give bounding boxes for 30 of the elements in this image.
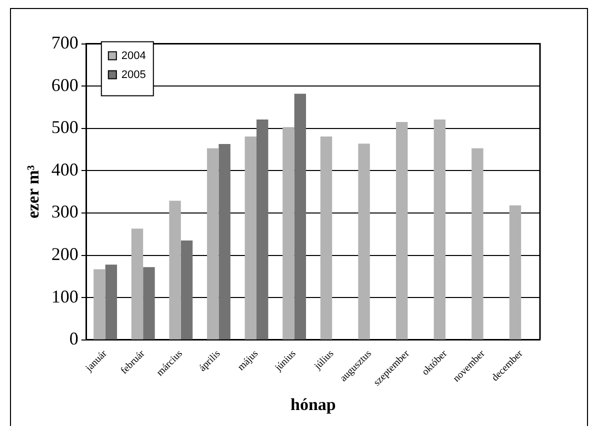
- y-tick-label: 600: [51, 74, 78, 95]
- legend-label: 2004: [121, 50, 146, 62]
- bar: [434, 120, 446, 340]
- bar: [244, 136, 256, 340]
- bar: [509, 205, 522, 340]
- x-axis-title: hónap: [290, 395, 336, 414]
- y-tick-label: 700: [51, 32, 78, 53]
- bar: [282, 127, 294, 340]
- bar: [358, 144, 370, 340]
- y-tick-label: 300: [51, 202, 78, 222]
- y-tick-label: 200: [51, 244, 78, 264]
- bar: [472, 148, 484, 340]
- y-tick-label: 100: [51, 286, 78, 306]
- bar: [294, 94, 306, 340]
- y-tick-label: 0: [69, 328, 78, 349]
- bar: [180, 240, 193, 340]
- bar: [396, 122, 408, 340]
- bar: [256, 120, 268, 340]
- y-tick-label: 500: [51, 117, 78, 138]
- bar: [169, 200, 181, 340]
- y-tick-label: 400: [51, 159, 78, 180]
- bar: [206, 148, 219, 340]
- bar: [320, 136, 332, 340]
- y-axis-title: ezer m³: [24, 165, 43, 219]
- bar: [94, 269, 106, 340]
- bar: [143, 267, 155, 340]
- bar: [105, 264, 118, 340]
- bar: [218, 144, 230, 340]
- bar: [131, 228, 144, 340]
- legend-label: 2005: [121, 68, 146, 81]
